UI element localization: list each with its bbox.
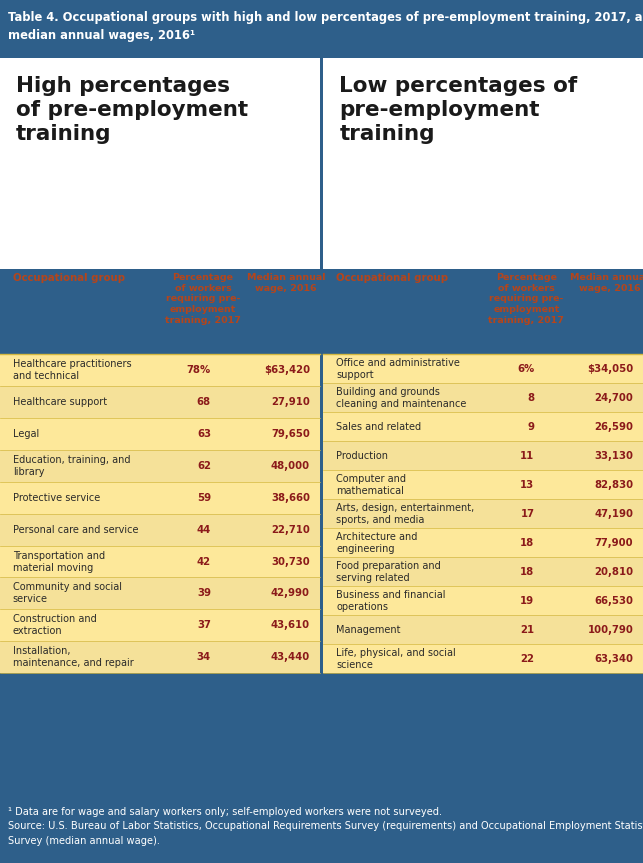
Text: 37: 37 [197, 620, 211, 630]
Text: Education, training, and
library: Education, training, and library [13, 455, 131, 477]
Text: 19: 19 [520, 595, 534, 606]
FancyBboxPatch shape [0, 450, 320, 482]
Text: Community and social
service: Community and social service [13, 583, 122, 604]
Text: Sales and related: Sales and related [336, 422, 421, 432]
Text: Low percentages of
pre-employment
training: Low percentages of pre-employment traini… [340, 76, 577, 144]
FancyBboxPatch shape [323, 470, 643, 499]
Text: 38,660: 38,660 [271, 493, 310, 503]
Text: Installation,
maintenance, and repair: Installation, maintenance, and repair [13, 646, 134, 668]
Text: Food preparation and
serving related: Food preparation and serving related [336, 561, 441, 583]
FancyBboxPatch shape [0, 545, 320, 577]
Text: 82,830: 82,830 [594, 480, 633, 489]
Text: 27,910: 27,910 [271, 397, 310, 407]
Text: Median annual
wage, 2016: Median annual wage, 2016 [570, 273, 643, 293]
Text: Healthcare practitioners
and technical: Healthcare practitioners and technical [13, 359, 131, 381]
FancyBboxPatch shape [0, 387, 320, 418]
Text: 63: 63 [197, 429, 211, 439]
Text: 77,900: 77,900 [595, 538, 633, 548]
FancyBboxPatch shape [0, 58, 320, 269]
Text: 39: 39 [197, 589, 211, 598]
FancyBboxPatch shape [323, 499, 643, 528]
Text: 22,710: 22,710 [271, 525, 310, 535]
Text: Legal: Legal [13, 429, 39, 439]
Text: 44: 44 [197, 525, 211, 535]
Text: 13: 13 [520, 480, 534, 489]
Text: Occupational group: Occupational group [13, 273, 125, 283]
Text: High percentages
of pre-employment
training: High percentages of pre-employment train… [16, 76, 248, 144]
Text: Office and administrative
support: Office and administrative support [336, 358, 460, 380]
Text: Table 4. Occupational groups with high and low percentages of pre-employment tra: Table 4. Occupational groups with high a… [8, 11, 643, 42]
Text: 79,650: 79,650 [271, 429, 310, 439]
Text: Building and grounds
cleaning and maintenance: Building and grounds cleaning and mainte… [336, 387, 467, 409]
Text: 26,590: 26,590 [594, 422, 633, 432]
Text: 9: 9 [527, 422, 534, 432]
Text: 68: 68 [197, 397, 211, 407]
Text: 42,990: 42,990 [271, 589, 310, 598]
Text: 43,610: 43,610 [271, 620, 310, 630]
Text: Architecture and
engineering: Architecture and engineering [336, 532, 417, 554]
FancyBboxPatch shape [323, 413, 643, 441]
FancyBboxPatch shape [0, 482, 320, 513]
Text: $63,420: $63,420 [264, 365, 310, 375]
Text: Computer and
mathematical: Computer and mathematical [336, 474, 406, 495]
Text: 18: 18 [520, 567, 534, 576]
FancyBboxPatch shape [323, 528, 643, 557]
Text: 66,530: 66,530 [594, 595, 633, 606]
Text: 30,730: 30,730 [271, 557, 310, 566]
Text: 59: 59 [197, 493, 211, 503]
FancyBboxPatch shape [0, 641, 320, 673]
Text: Percentage
of workers
requiring pre-
employment
training, 2017: Percentage of workers requiring pre- emp… [489, 273, 565, 324]
Text: Transportation and
material moving: Transportation and material moving [13, 551, 105, 572]
Text: 6%: 6% [517, 364, 534, 374]
Text: 21: 21 [520, 625, 534, 634]
Text: Occupational group: Occupational group [336, 273, 448, 283]
Text: 63,340: 63,340 [594, 653, 633, 664]
Text: 43,440: 43,440 [271, 652, 310, 662]
FancyBboxPatch shape [323, 355, 643, 383]
Text: 22: 22 [520, 653, 534, 664]
FancyBboxPatch shape [323, 586, 643, 615]
Text: 18: 18 [520, 538, 534, 548]
Text: Management: Management [336, 625, 401, 634]
Text: 62: 62 [197, 461, 211, 471]
Text: 48,000: 48,000 [271, 461, 310, 471]
Text: 24,700: 24,700 [595, 393, 633, 403]
Text: Median annual
wage, 2016: Median annual wage, 2016 [247, 273, 325, 293]
Text: 42: 42 [197, 557, 211, 566]
Text: Personal care and service: Personal care and service [13, 525, 138, 535]
Text: 20,810: 20,810 [594, 567, 633, 576]
Text: Arts, design, entertainment,
sports, and media: Arts, design, entertainment, sports, and… [336, 503, 475, 525]
Text: Percentage
of workers
requiring pre-
employment
training, 2017: Percentage of workers requiring pre- emp… [165, 273, 241, 324]
Text: 8: 8 [527, 393, 534, 403]
FancyBboxPatch shape [0, 355, 320, 387]
Text: 11: 11 [520, 450, 534, 461]
Text: Construction and
extraction: Construction and extraction [13, 614, 96, 636]
Text: Production: Production [336, 450, 388, 461]
Text: ¹ Data are for wage and salary workers only; self-employed workers were not surv: ¹ Data are for wage and salary workers o… [8, 807, 643, 846]
Text: 100,790: 100,790 [588, 625, 633, 634]
FancyBboxPatch shape [323, 644, 643, 673]
Text: Life, physical, and social
science: Life, physical, and social science [336, 647, 456, 670]
FancyBboxPatch shape [0, 513, 320, 545]
Text: $34,050: $34,050 [587, 364, 633, 374]
Text: Protective service: Protective service [13, 493, 100, 503]
FancyBboxPatch shape [0, 609, 320, 641]
Text: 78%: 78% [186, 365, 211, 375]
Text: 47,190: 47,190 [594, 508, 633, 519]
FancyBboxPatch shape [323, 383, 643, 413]
FancyBboxPatch shape [323, 58, 643, 269]
Text: 17: 17 [520, 508, 534, 519]
Text: 33,130: 33,130 [594, 450, 633, 461]
Text: 34: 34 [197, 652, 211, 662]
FancyBboxPatch shape [323, 441, 643, 470]
Text: Healthcare support: Healthcare support [13, 397, 107, 407]
FancyBboxPatch shape [0, 577, 320, 609]
Text: Business and financial
operations: Business and financial operations [336, 589, 446, 612]
FancyBboxPatch shape [323, 557, 643, 586]
FancyBboxPatch shape [0, 418, 320, 450]
FancyBboxPatch shape [323, 615, 643, 644]
